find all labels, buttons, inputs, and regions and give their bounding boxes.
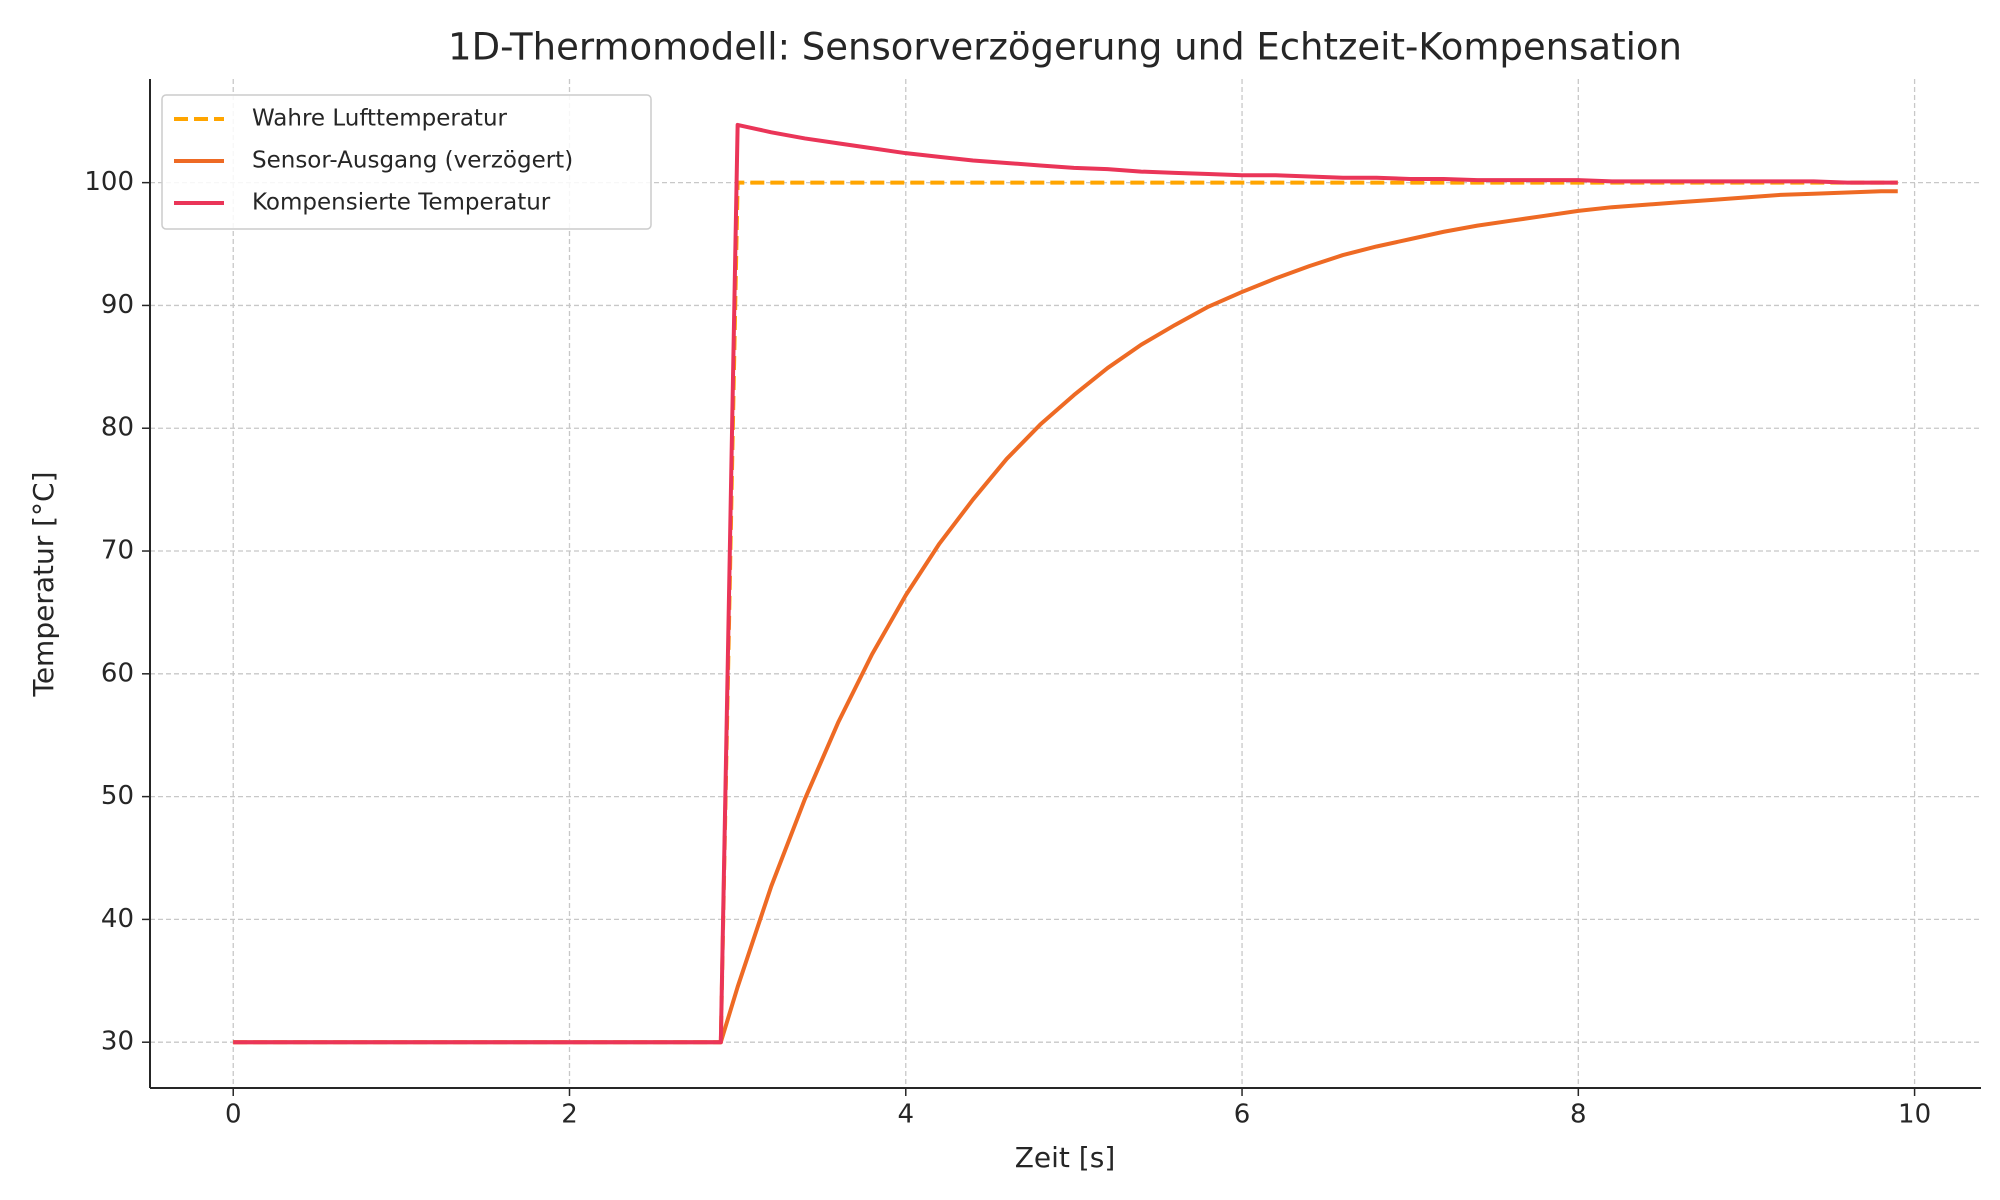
- x-tick-label: 2: [561, 1100, 578, 1130]
- series-line: [233, 122, 1898, 1045]
- x-tick-label: 10: [1898, 1100, 1931, 1130]
- y-axis-label: Temperatur [°C]: [27, 471, 60, 697]
- y-tick-label: 80: [101, 413, 134, 443]
- legend-label: Wahre Lufttemperatur: [252, 106, 508, 132]
- series-line: [233, 189, 1898, 1045]
- series-line: [233, 180, 1898, 1045]
- y-tick-label: 100: [84, 167, 134, 197]
- y-tick-label: 60: [101, 658, 134, 688]
- y-tick-label: 50: [101, 781, 134, 811]
- x-tick-label: 0: [225, 1100, 242, 1130]
- y-tick-label: 90: [101, 290, 134, 320]
- x-axis-label: Zeit [s]: [1015, 1141, 1116, 1174]
- x-tick-label: 4: [897, 1100, 914, 1130]
- y-tick-label: 70: [101, 536, 134, 566]
- x-tick-label: 8: [1570, 1100, 1587, 1130]
- legend-box: [161, 94, 652, 230]
- legend: Wahre Lufttemperatur Sensor-Ausgang (verz…: [161, 94, 652, 230]
- legend-label: Sensor-Ausgang (verzögert): [252, 148, 573, 174]
- y-tick-label: 40: [101, 904, 134, 934]
- y-tick-label: 30: [101, 1027, 134, 1057]
- legend-label: Kompensierte Temperatur: [252, 190, 551, 216]
- chart-title: 1D-Thermomodell: Sensorverzögerung und E…: [448, 26, 1682, 69]
- x-tick-label: 6: [1234, 1100, 1251, 1130]
